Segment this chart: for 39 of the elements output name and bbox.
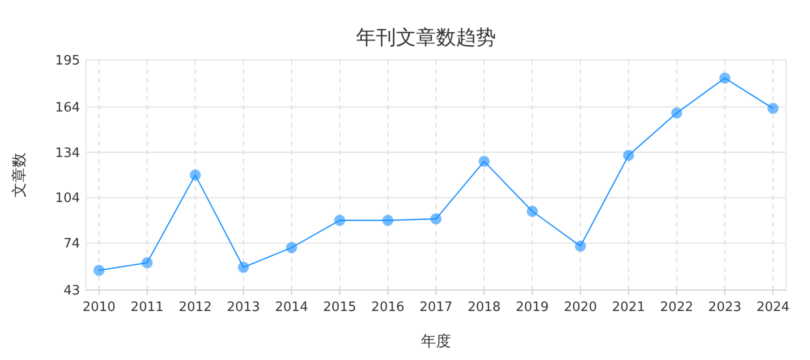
x-tick-label: 2017 <box>419 300 453 315</box>
point <box>478 156 490 167</box>
point <box>94 264 104 276</box>
point <box>286 242 298 254</box>
x-tick-label: 2019 <box>516 300 549 315</box>
chart-title: 年刊文章数趋势 <box>356 25 496 49</box>
x-tick-label: 2021 <box>612 300 646 315</box>
point <box>671 107 682 118</box>
y-tick-label: 104 <box>55 191 80 206</box>
x-axis-title: 年度 <box>421 332 451 350</box>
point <box>526 206 538 217</box>
y-tick-label: 195 <box>55 54 80 68</box>
point <box>238 262 249 273</box>
point <box>768 102 778 114</box>
y-tick-label: 43 <box>63 284 80 298</box>
point <box>623 150 634 161</box>
x-tick-label: 2022 <box>660 300 694 315</box>
y-tick-label: 134 <box>55 146 80 161</box>
x-tick-label: 2012 <box>178 300 212 315</box>
point <box>142 257 153 268</box>
x-tick-label: 2018 <box>468 300 501 315</box>
x-tick-label: 2023 <box>708 300 742 315</box>
y-axis-title: 文章数 <box>10 152 28 198</box>
y-tick-label: 164 <box>55 100 80 116</box>
x-tick-label: 2020 <box>564 300 597 315</box>
point <box>574 240 586 252</box>
x-tick-label: 2013 <box>226 300 260 315</box>
x-tick-label: 2015 <box>323 300 356 315</box>
x-tick-label: 2011 <box>130 300 164 315</box>
x-tick-label: 2014 <box>275 300 308 315</box>
x-tick-label: 2016 <box>371 300 404 315</box>
point <box>719 72 730 84</box>
x-tick-label: 2024 <box>756 300 790 315</box>
point <box>334 214 346 226</box>
y-tick-label: 74 <box>63 236 80 252</box>
point <box>190 170 201 180</box>
x-tick-label: 2010 <box>82 300 116 315</box>
point <box>382 214 394 226</box>
point <box>430 213 442 224</box>
